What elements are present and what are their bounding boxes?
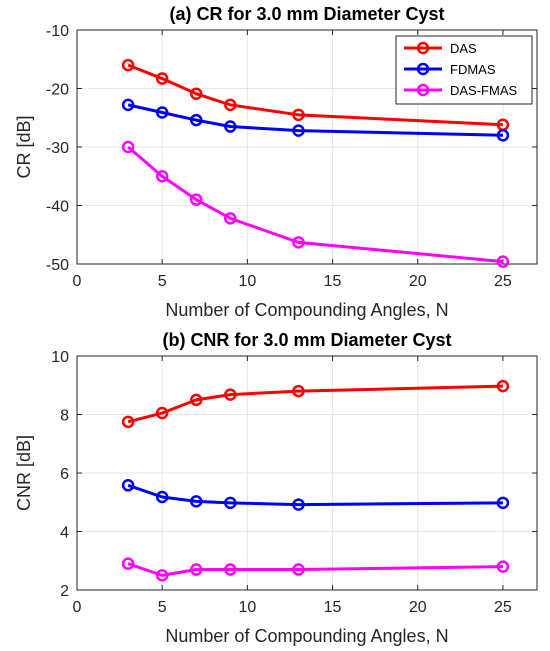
series-das-fmas-marker — [155, 170, 169, 183]
chart-title: (a) CR for 3.0 mm Diameter Cyst — [169, 4, 444, 24]
series-das-fmas-line — [127, 145, 504, 264]
chart-panel-cr: 0 5 10 15 20 25 -50 -40 -30 -20 -10 (a) CR for 3.0 … — [14, 4, 538, 320]
x-tick-label: 10 — [238, 273, 256, 290]
y-axis-label: CR [dB] — [14, 115, 34, 178]
y-tick-label: -30 — [46, 140, 69, 157]
legend-swatch-marker — [416, 62, 430, 76]
x-tick-label: 20 — [409, 273, 427, 290]
x-tick-label: 20 — [409, 599, 427, 616]
chart-panel-cnr: 0 5 10 15 20 25 2 4 6 8 10 (b) CNR for 3.0 mm Diame… — [14, 330, 538, 646]
series-fdmas-marker — [121, 479, 135, 492]
series-das-fmas-marker — [190, 563, 203, 576]
y-tick-label: 4 — [60, 525, 69, 542]
series-fdmas-marker — [496, 496, 510, 510]
x-tick-label: 5 — [158, 599, 167, 616]
series-fdmas-marker — [224, 120, 237, 133]
series-das-marker — [155, 406, 169, 420]
x-tick-label: 5 — [158, 273, 167, 290]
series-das-marker — [190, 87, 203, 101]
y-tick-label: -40 — [46, 199, 69, 216]
legend-label: DAS — [450, 41, 477, 56]
series-fdmas-marker — [155, 490, 169, 504]
series-das-fmas-marker — [224, 212, 237, 225]
series-das-fmas-marker — [496, 560, 510, 573]
series-fdmas-marker — [121, 98, 135, 112]
series-das-marker — [224, 98, 237, 112]
x-tick-label: 25 — [494, 273, 512, 290]
series-das-fmas-marker — [496, 255, 510, 268]
legend-label: FDMAS — [450, 62, 496, 77]
series-das-marker — [121, 58, 135, 72]
y-axis-label: CNR [dB] — [14, 435, 34, 511]
x-axis-label: Number of Compounding Angles, N — [165, 300, 448, 320]
legend-swatch-marker — [416, 83, 430, 97]
series-fdmas-marker — [155, 106, 169, 119]
chart-title: (b) CNR for 3.0 mm Diameter Cyst — [162, 330, 451, 350]
series-das-fmas-marker — [155, 569, 169, 582]
series-fdmas-marker — [292, 124, 305, 137]
y-tick-label: 10 — [51, 349, 69, 366]
legend-label: DAS-FMAS — [450, 83, 518, 98]
series-das-marker — [292, 384, 305, 398]
legend: DAS FDMAS DAS-FMAS — [395, 35, 533, 105]
y-tick-label: 2 — [60, 583, 69, 600]
series-das-marker — [155, 72, 169, 85]
series-fdmas-marker — [292, 498, 305, 511]
x-tick-label: 15 — [324, 273, 342, 290]
x-tick-label: 15 — [324, 599, 342, 616]
series-fdmas-marker — [496, 129, 510, 142]
series-das-marker — [292, 108, 305, 122]
y-tick-label: 6 — [60, 466, 69, 483]
series-das-marker — [224, 388, 237, 401]
series-das-marker — [190, 393, 203, 407]
y-tick-label: 8 — [60, 408, 69, 425]
series-das-marker — [496, 379, 510, 393]
series-das-fmas-marker — [292, 236, 305, 249]
y-tick-label: -20 — [46, 82, 69, 99]
x-tick-label: 25 — [494, 599, 512, 616]
series-das-fmas-marker — [190, 193, 203, 206]
series-fdmas-marker — [190, 113, 203, 127]
series-das-fmas-marker — [121, 557, 135, 570]
x-tick-label: 10 — [238, 599, 256, 616]
x-tick-label: 0 — [73, 273, 82, 290]
series-das-fmas-marker — [292, 563, 305, 576]
series-fdmas-marker — [224, 496, 237, 510]
x-tick-label: 0 — [73, 599, 82, 616]
legend-swatch-marker — [416, 41, 430, 55]
x-axis-label: Number of Compounding Angles, N — [165, 626, 448, 646]
series-das-fmas-marker — [224, 563, 237, 576]
series-das-marker — [121, 415, 135, 429]
y-tick-label: -50 — [46, 257, 69, 274]
series-fdmas-marker — [190, 495, 203, 508]
y-tick-label: -10 — [46, 23, 69, 40]
series-das-fmas-marker — [121, 140, 135, 154]
